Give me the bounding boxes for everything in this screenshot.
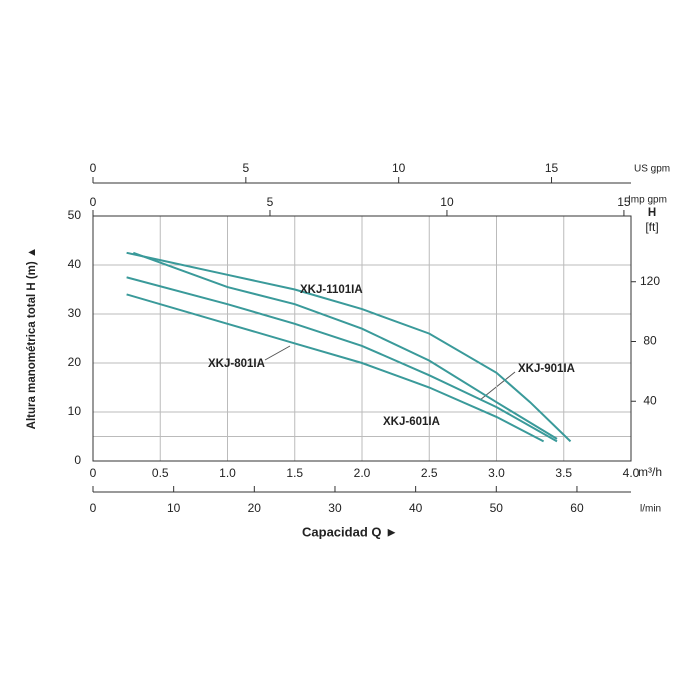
curve-label: XKJ-901IA xyxy=(518,363,575,375)
axis-tick-label: 0 xyxy=(90,161,97,175)
axis-tick-label: 10 xyxy=(392,161,406,175)
y2-tick-label: 120 xyxy=(640,274,660,288)
y-tick-label: 30 xyxy=(68,306,82,320)
axis-tick-label: 10 xyxy=(167,501,181,515)
x-axis-label: Capacidad Q ► xyxy=(302,524,398,539)
axis-tick-label: 0 xyxy=(90,501,97,515)
x-tick-label: 2.0 xyxy=(354,466,371,480)
axis-tick-label: 40 xyxy=(409,501,423,515)
y-tick-label: 10 xyxy=(68,404,82,418)
axis-unit: Imp gpm xyxy=(628,195,667,206)
axis-unit: l/min xyxy=(640,504,661,515)
x-tick-label: 0 xyxy=(90,466,97,480)
axis-unit: US gpm xyxy=(634,164,670,175)
leader-line xyxy=(264,345,291,361)
x-tick-label: 2.5 xyxy=(421,466,438,480)
axis-tick-label: 10 xyxy=(440,195,454,209)
y-tick-label: 0 xyxy=(74,453,81,467)
x-tick-label: 3.5 xyxy=(555,466,572,480)
curve xyxy=(126,251,572,443)
axis-tick-label: 5 xyxy=(242,161,249,175)
axis-tick-label: 15 xyxy=(545,161,559,175)
curve-label: XKJ-801IA xyxy=(208,358,265,370)
curve xyxy=(132,251,558,440)
x-unit: m³/h xyxy=(638,465,662,479)
axis-tick-label: 20 xyxy=(248,501,262,515)
plot-frame xyxy=(92,215,632,462)
curve xyxy=(126,276,558,443)
curve xyxy=(126,293,545,443)
x-tick-label: 1.5 xyxy=(286,466,303,480)
y2-tick-label: 40 xyxy=(643,393,657,407)
axis-tick-label: 30 xyxy=(328,501,342,515)
x-tick-label: 3.0 xyxy=(488,466,505,480)
y-tick-label: 40 xyxy=(68,257,82,271)
axis-tick-label: 15 xyxy=(617,195,631,209)
y-tick-label: 20 xyxy=(68,355,82,369)
axis-tick-label: 0 xyxy=(90,195,97,209)
y-axis-label: Altura manométrica total H (m) ▲ xyxy=(26,247,38,430)
curve-label: XKJ-601IA xyxy=(383,416,440,428)
curve-label: XKJ-1101IA xyxy=(300,284,363,296)
x-tick-label: 1.0 xyxy=(219,466,236,480)
y2-axis-label: H xyxy=(648,207,656,219)
y-tick-label: 50 xyxy=(68,208,82,222)
x-tick-label: 0.5 xyxy=(152,466,169,480)
y2-tick-label: 80 xyxy=(643,334,657,348)
axis-tick-label: 60 xyxy=(570,501,584,515)
axis-tick-label: 5 xyxy=(267,195,274,209)
axis-tick-label: 50 xyxy=(490,501,504,515)
y2-unit: [ft] xyxy=(645,220,658,234)
x-tick-label: 4.0 xyxy=(623,466,640,480)
